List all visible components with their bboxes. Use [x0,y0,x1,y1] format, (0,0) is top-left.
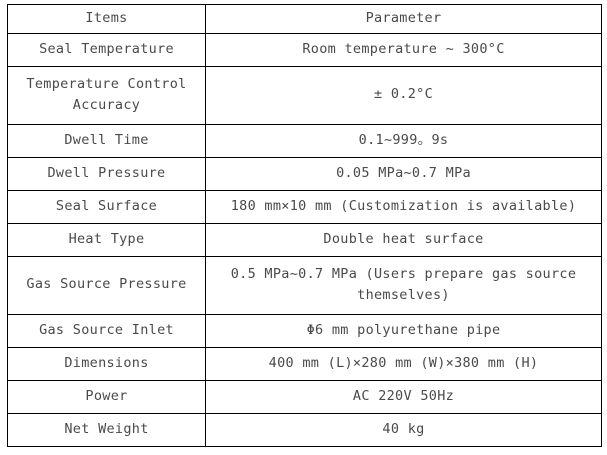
row-item-cell: Heat Type [7,222,206,257]
row-item-label: Dimensions [64,354,149,371]
table-row: Gas Source Inlet Φ6 mm polyurethane pipe [7,313,602,348]
row-parameter-value: Φ6 mm polyurethane pipe [306,321,501,338]
column-header-items: Items [7,4,206,34]
row-parameter-value: AC 220V 50Hz [352,387,455,404]
row-item-cell: Dwell Time [7,123,206,158]
specification-table: Items Parameter Seal Temperature Room te… [7,4,602,448]
table-row: Gas Source Pressure 0.5 MPa~0.7 MPa (Use… [7,255,602,315]
row-parameter-value: 400 mm (L)×280 mm (W)×380 mm (H) [268,354,539,371]
row-item-cell: Net Weight [7,412,206,448]
row-item-cell: Seal Temperature [7,32,206,67]
row-item-label: Gas Source Inlet [39,321,174,338]
row-parameter-cell: 0.1~999。9s [205,123,602,158]
row-item-cell: Gas Source Pressure [7,255,206,315]
table-header: Items Parameter [7,4,602,34]
table-row: Dwell Pressure 0.05 MPa~0.7 MPa [7,156,602,191]
row-parameter-value: 0.1~999。9s [358,131,449,148]
row-parameter-cell: Φ6 mm polyurethane pipe [205,313,602,348]
row-item-label: Temperature Control Accuracy [26,75,187,114]
table-row: Seal Surface 180 mm×10 mm (Customization… [7,189,602,224]
table-row: Temperature Control Accuracy ± 0.2°C [7,65,602,125]
column-header-parameter-label: Parameter [365,10,442,26]
row-item-cell: Power [7,379,206,414]
row-parameter-cell: 180 mm×10 mm (Customization is available… [205,189,602,224]
row-item-cell: Dimensions [7,346,206,381]
table-header-row: Items Parameter [7,4,602,34]
table-row: Power AC 220V 50Hz [7,379,602,414]
row-parameter-value: ± 0.2°C [374,86,433,103]
table-row: Dwell Time 0.1~999。9s [7,123,602,158]
row-parameter-cell: Room temperature ~ 300°C [205,32,602,67]
row-parameter-cell: Double heat surface [205,222,602,257]
row-parameter-cell: 0.5 MPa~0.7 MPa (Users prepare gas sourc… [205,255,602,315]
table-row: Net Weight 40 kg [7,412,602,448]
row-parameter-value: 180 mm×10 mm (Customization is available… [230,197,577,214]
row-item-cell: Gas Source Inlet [7,313,206,348]
row-item-label: Dwell Time [64,131,149,148]
row-parameter-value: Room temperature ~ 300°C [302,40,505,57]
table-body: Seal Temperature Room temperature ~ 300°… [7,32,602,448]
column-header-parameter: Parameter [205,4,602,34]
table-row: Seal Temperature Room temperature ~ 300°… [7,32,602,67]
table-row: Heat Type Double heat surface [7,222,602,257]
row-item-label: Dwell Pressure [47,164,166,181]
row-parameter-value: 40 kg [382,421,425,438]
table-row: Dimensions 400 mm (L)×280 mm (W)×380 mm … [7,346,602,381]
row-item-label: Seal Surface [55,197,158,214]
specification-table-container: Items Parameter Seal Temperature Room te… [7,4,602,448]
row-item-cell: Seal Surface [7,189,206,224]
row-item-label: Power [85,387,128,404]
row-item-label: Net Weight [64,421,149,438]
column-header-items-label: Items [85,10,128,26]
row-parameter-cell: ± 0.2°C [205,65,602,125]
row-item-label: Seal Temperature [39,40,174,57]
row-parameter-value: 0.05 MPa~0.7 MPa [336,164,471,181]
row-parameter-cell: 400 mm (L)×280 mm (W)×380 mm (H) [205,346,602,381]
row-parameter-cell: AC 220V 50Hz [205,379,602,414]
row-item-cell: Dwell Pressure [7,156,206,191]
row-parameter-cell: 0.05 MPa~0.7 MPa [205,156,602,191]
row-item-cell: Temperature Control Accuracy [7,65,206,125]
row-parameter-value: Double heat surface [323,230,484,247]
row-item-label: Heat Type [68,230,145,247]
row-parameter-value: 0.5 MPa~0.7 MPa (Users prepare gas sourc… [230,265,577,304]
row-parameter-cell: 40 kg [205,412,602,448]
row-item-label: Gas Source Pressure [26,276,187,293]
